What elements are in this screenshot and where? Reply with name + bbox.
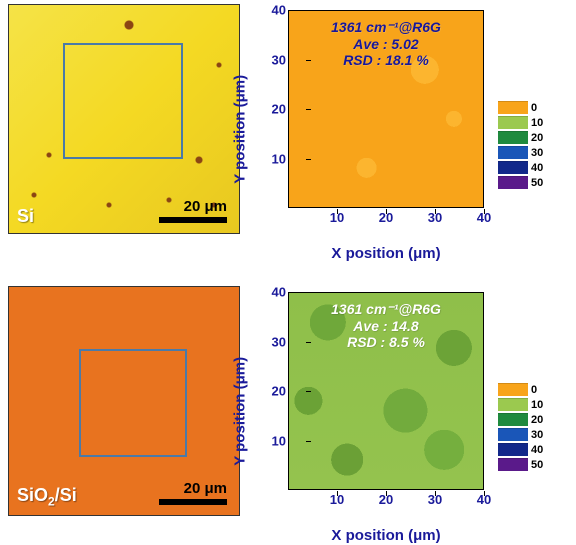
y-tick: 40 — [272, 285, 286, 300]
legend-row: 20 — [498, 412, 564, 427]
legend-row: 20 — [498, 130, 564, 145]
heatmap-panel-top: Y position (μm) 1361 cm⁻¹@R6G Ave : 5.02… — [246, 4, 566, 258]
legend-value: 30 — [531, 147, 543, 159]
legend-swatch — [498, 131, 528, 144]
legend-value: 50 — [531, 459, 543, 471]
y-axis-ticks: 10 20 30 40 — [268, 292, 288, 490]
legend-swatch — [498, 161, 528, 174]
panel-top: 20 μm Si Y position (μm) 1361 cm⁻¹@R6G A… — [8, 4, 566, 258]
legend-row: 30 — [498, 427, 564, 442]
anno-line: RSD : 18.1 % — [331, 52, 441, 68]
roi-rectangle — [63, 43, 183, 159]
legend-row: 0 — [498, 100, 564, 115]
legend-swatch — [498, 398, 528, 411]
heatmap-annotation: 1361 cm⁻¹@R6G Ave : 14.8 RSD : 8.5 % — [331, 301, 441, 350]
legend-value: 30 — [531, 429, 543, 441]
color-legend: 0 10 20 30 40 50 — [498, 100, 564, 190]
x-axis-ticks: 10 20 30 40 — [288, 492, 484, 512]
legend-row: 40 — [498, 160, 564, 175]
microscope-image-sio2: 20 μm SiO2/Si — [8, 286, 240, 516]
x-axis-label: X position (μm) — [331, 245, 440, 262]
legend-row: 10 — [498, 115, 564, 130]
legend-swatch — [498, 443, 528, 456]
sample-label: Si — [17, 206, 34, 227]
x-axis-ticks: 10 20 30 40 — [288, 210, 484, 230]
legend-value: 0 — [531, 384, 537, 396]
y-tick: 40 — [272, 3, 286, 18]
legend-swatch — [498, 413, 528, 426]
y-tick: 10 — [272, 151, 286, 166]
y-axis-label: Y position (μm) — [232, 357, 249, 466]
y-tick: 20 — [272, 384, 286, 399]
legend-value: 40 — [531, 162, 543, 174]
legend-row: 10 — [498, 397, 564, 412]
legend-swatch — [498, 428, 528, 441]
legend-row: 50 — [498, 175, 564, 190]
scale-bar-label: 20 μm — [159, 480, 227, 497]
legend-value: 40 — [531, 444, 543, 456]
y-tick: 10 — [272, 433, 286, 448]
legend-row: 30 — [498, 145, 564, 160]
sample-label: SiO2/Si — [17, 485, 77, 509]
y-axis-ticks: 10 20 30 40 — [268, 10, 288, 208]
legend-value: 20 — [531, 132, 543, 144]
y-tick: 30 — [272, 52, 286, 67]
heatmap-annotation: 1361 cm⁻¹@R6G Ave : 5.02 RSD : 18.1 % — [331, 19, 441, 68]
panel-bottom: 20 μm SiO2/Si Y position (μm) 1361 cm⁻¹@… — [8, 286, 566, 540]
legend-value: 20 — [531, 414, 543, 426]
legend-row: 0 — [498, 382, 564, 397]
legend-value: 0 — [531, 102, 537, 114]
heatmap-panel-bottom: Y position (μm) 1361 cm⁻¹@R6G Ave : 14.8… — [246, 286, 566, 540]
legend-value: 10 — [531, 117, 543, 129]
legend-swatch — [498, 383, 528, 396]
legend-swatch — [498, 176, 528, 189]
anno-line: Ave : 14.8 — [331, 318, 441, 334]
legend-swatch — [498, 146, 528, 159]
anno-line: 1361 cm⁻¹@R6G — [331, 19, 441, 36]
anno-line: RSD : 8.5 % — [331, 334, 441, 350]
heatmap-plot: 1361 cm⁻¹@R6G Ave : 5.02 RSD : 18.1 % — [288, 10, 484, 208]
legend-row: 50 — [498, 457, 564, 472]
legend-value: 50 — [531, 177, 543, 189]
legend-swatch — [498, 116, 528, 129]
scale-bar-line — [159, 499, 227, 505]
scale-bar-label: 20 μm — [159, 198, 227, 215]
scale-bar: 20 μm — [159, 480, 227, 505]
microscope-image-si: 20 μm Si — [8, 4, 240, 234]
x-axis-label: X position (μm) — [331, 527, 440, 544]
y-axis-label: Y position (μm) — [232, 75, 249, 184]
y-tick: 20 — [272, 102, 286, 117]
anno-line: 1361 cm⁻¹@R6G — [331, 301, 441, 318]
heatmap-plot: 1361 cm⁻¹@R6G Ave : 14.8 RSD : 8.5 % — [288, 292, 484, 490]
legend-swatch — [498, 101, 528, 114]
scale-bar-line — [159, 217, 227, 223]
legend-row: 40 — [498, 442, 564, 457]
anno-line: Ave : 5.02 — [331, 36, 441, 52]
color-legend: 0 10 20 30 40 50 — [498, 382, 564, 472]
y-tick: 30 — [272, 334, 286, 349]
legend-swatch — [498, 458, 528, 471]
roi-rectangle — [79, 349, 187, 457]
legend-value: 10 — [531, 399, 543, 411]
scale-bar: 20 μm — [159, 198, 227, 223]
